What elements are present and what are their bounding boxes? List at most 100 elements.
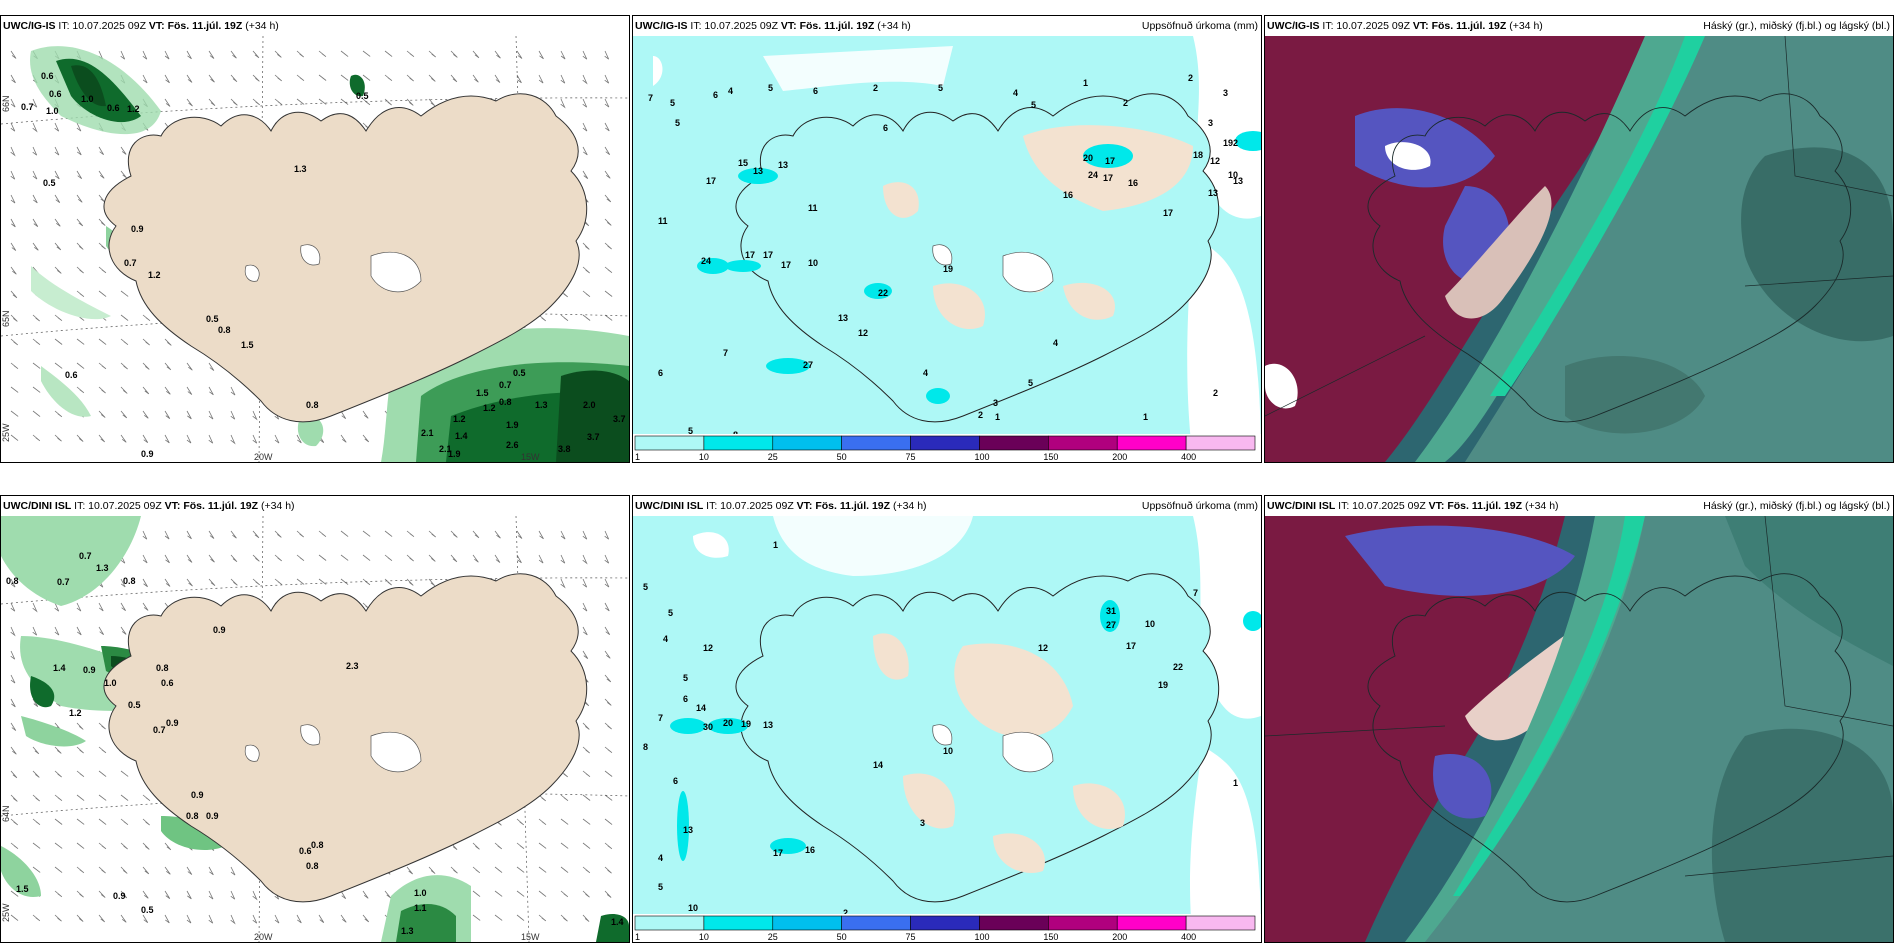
wind-barb xyxy=(164,386,171,395)
wind-barb xyxy=(10,290,18,299)
valid-time: Fös. 11.júl. 19Z xyxy=(1431,20,1507,32)
svg-text:0.8: 0.8 xyxy=(186,811,199,821)
wind-barb xyxy=(472,914,481,921)
wind-barb xyxy=(494,74,501,83)
wind-barb xyxy=(516,842,525,849)
wind-barb xyxy=(472,842,480,850)
wind-barb xyxy=(582,794,591,801)
wind-barb xyxy=(120,770,129,777)
wind-barb xyxy=(604,722,612,730)
svg-text:30: 30 xyxy=(703,722,713,732)
wind-barb xyxy=(186,50,192,60)
wind-barb xyxy=(230,890,236,900)
wind-barb xyxy=(10,674,16,684)
wind-barb xyxy=(32,146,38,156)
wind-barb xyxy=(340,890,347,899)
svg-text:0.7: 0.7 xyxy=(499,380,512,390)
panel-header: UWC/DINI ISL IT: 10.07.2025 09Z VT: Fös.… xyxy=(633,496,1261,516)
colorbar-svg: 1 10 25 50 75 100 150 200 400 xyxy=(634,435,1256,462)
colorbar-tick-label: 50 xyxy=(837,932,847,942)
svg-text:1: 1 xyxy=(1143,412,1148,422)
wind-barb xyxy=(54,746,62,754)
colorbar-segment xyxy=(979,435,1049,451)
wind-barb xyxy=(54,362,63,369)
wind-barb xyxy=(582,98,588,108)
wind-barb xyxy=(186,362,193,371)
wind-barb xyxy=(406,578,414,586)
svg-text:0.5: 0.5 xyxy=(43,178,56,188)
map-precip-wind-dini: 0.7 1.3 0.8 0.7 0.8 0.9 1.4 0.9 1.0 0.8 … xyxy=(1,516,629,942)
wind-barb xyxy=(208,866,214,876)
wind-barb xyxy=(582,722,590,730)
wind-barb xyxy=(230,98,238,106)
panel-title: Uppsöfnuð úrkoma (mm) xyxy=(1141,20,1258,32)
colorbar-segment xyxy=(1185,435,1256,451)
colorbar-segment xyxy=(772,435,842,451)
wind-barb xyxy=(252,890,258,901)
svg-text:4: 4 xyxy=(663,634,668,644)
svg-text:0.8: 0.8 xyxy=(306,400,319,410)
wind-barb xyxy=(384,74,393,82)
svg-text:5: 5 xyxy=(643,582,648,592)
wind-barb xyxy=(560,794,569,801)
wind-barb xyxy=(54,890,63,898)
svg-text:20W: 20W xyxy=(254,932,273,942)
panel-bottom-right-clouds: UWC/DINI ISL IT: 10.07.2025 09Z VT: Fös.… xyxy=(1264,495,1894,943)
wind-barb xyxy=(604,146,611,155)
svg-text:1.0: 1.0 xyxy=(414,888,427,898)
wind-barb xyxy=(560,50,566,60)
wind-barb xyxy=(10,770,18,779)
svg-text:25W: 25W xyxy=(1,423,11,442)
wind-barb xyxy=(142,434,149,443)
wind-barb xyxy=(76,818,85,825)
colorbar-tick-label: 25 xyxy=(768,932,778,942)
wind-barb xyxy=(10,746,17,755)
wind-barb xyxy=(472,530,480,539)
svg-text:1.3: 1.3 xyxy=(535,400,548,410)
wind-barb xyxy=(10,362,19,369)
wind-barb xyxy=(76,434,84,442)
wind-barb xyxy=(32,314,40,322)
wind-barb xyxy=(230,530,237,539)
wind-barb xyxy=(274,74,282,82)
svg-text:17: 17 xyxy=(1105,156,1115,166)
wind-barb xyxy=(32,98,38,108)
wind-barb xyxy=(318,98,327,105)
svg-text:24: 24 xyxy=(701,256,711,266)
wind-barb xyxy=(406,554,414,562)
wind-barb xyxy=(120,386,128,394)
svg-text:65N: 65N xyxy=(1,310,11,327)
svg-text:2.0: 2.0 xyxy=(583,400,596,410)
wind-barb xyxy=(406,866,413,875)
wind-barb xyxy=(450,866,458,874)
precip-labels: 0.7 1.3 0.8 0.7 0.8 0.9 1.4 0.9 1.0 0.8 … xyxy=(6,551,624,936)
wind-barb xyxy=(252,434,258,444)
wind-barb xyxy=(560,914,568,922)
precip-heavy xyxy=(670,600,1261,861)
wind-barb xyxy=(98,842,107,850)
wind-barb xyxy=(98,386,106,394)
svg-text:1: 1 xyxy=(995,412,1000,422)
svg-text:1.2: 1.2 xyxy=(148,270,161,280)
svg-text:20: 20 xyxy=(1083,153,1093,163)
wind-barb xyxy=(120,362,128,370)
wind-barb xyxy=(582,266,590,274)
wind-barb xyxy=(428,74,436,82)
colorbar: 1 10 25 50 75 100 150 200 400 xyxy=(633,434,1261,462)
wind-barb xyxy=(164,338,172,346)
wind-barb xyxy=(560,554,566,564)
wind-barb xyxy=(582,746,590,754)
svg-text:2: 2 xyxy=(843,908,848,918)
svg-text:2.1: 2.1 xyxy=(421,428,434,438)
precip-labels: 7 5 5 6 4 5 6 2 6 5 4 5 1 2 2 3 3 2 13 1… xyxy=(648,73,1243,440)
svg-text:0.9: 0.9 xyxy=(213,625,226,635)
svg-text:17: 17 xyxy=(1163,208,1173,218)
wind-barb xyxy=(98,338,107,345)
colorbar-segment xyxy=(910,435,980,451)
svg-text:1.5: 1.5 xyxy=(241,340,254,350)
wind-barb xyxy=(186,914,192,924)
wind-barb xyxy=(142,530,148,540)
init-time: IT: 10.07.2025 09Z xyxy=(1338,500,1426,512)
wind-barb xyxy=(10,914,19,921)
svg-text:0.9: 0.9 xyxy=(83,665,96,675)
